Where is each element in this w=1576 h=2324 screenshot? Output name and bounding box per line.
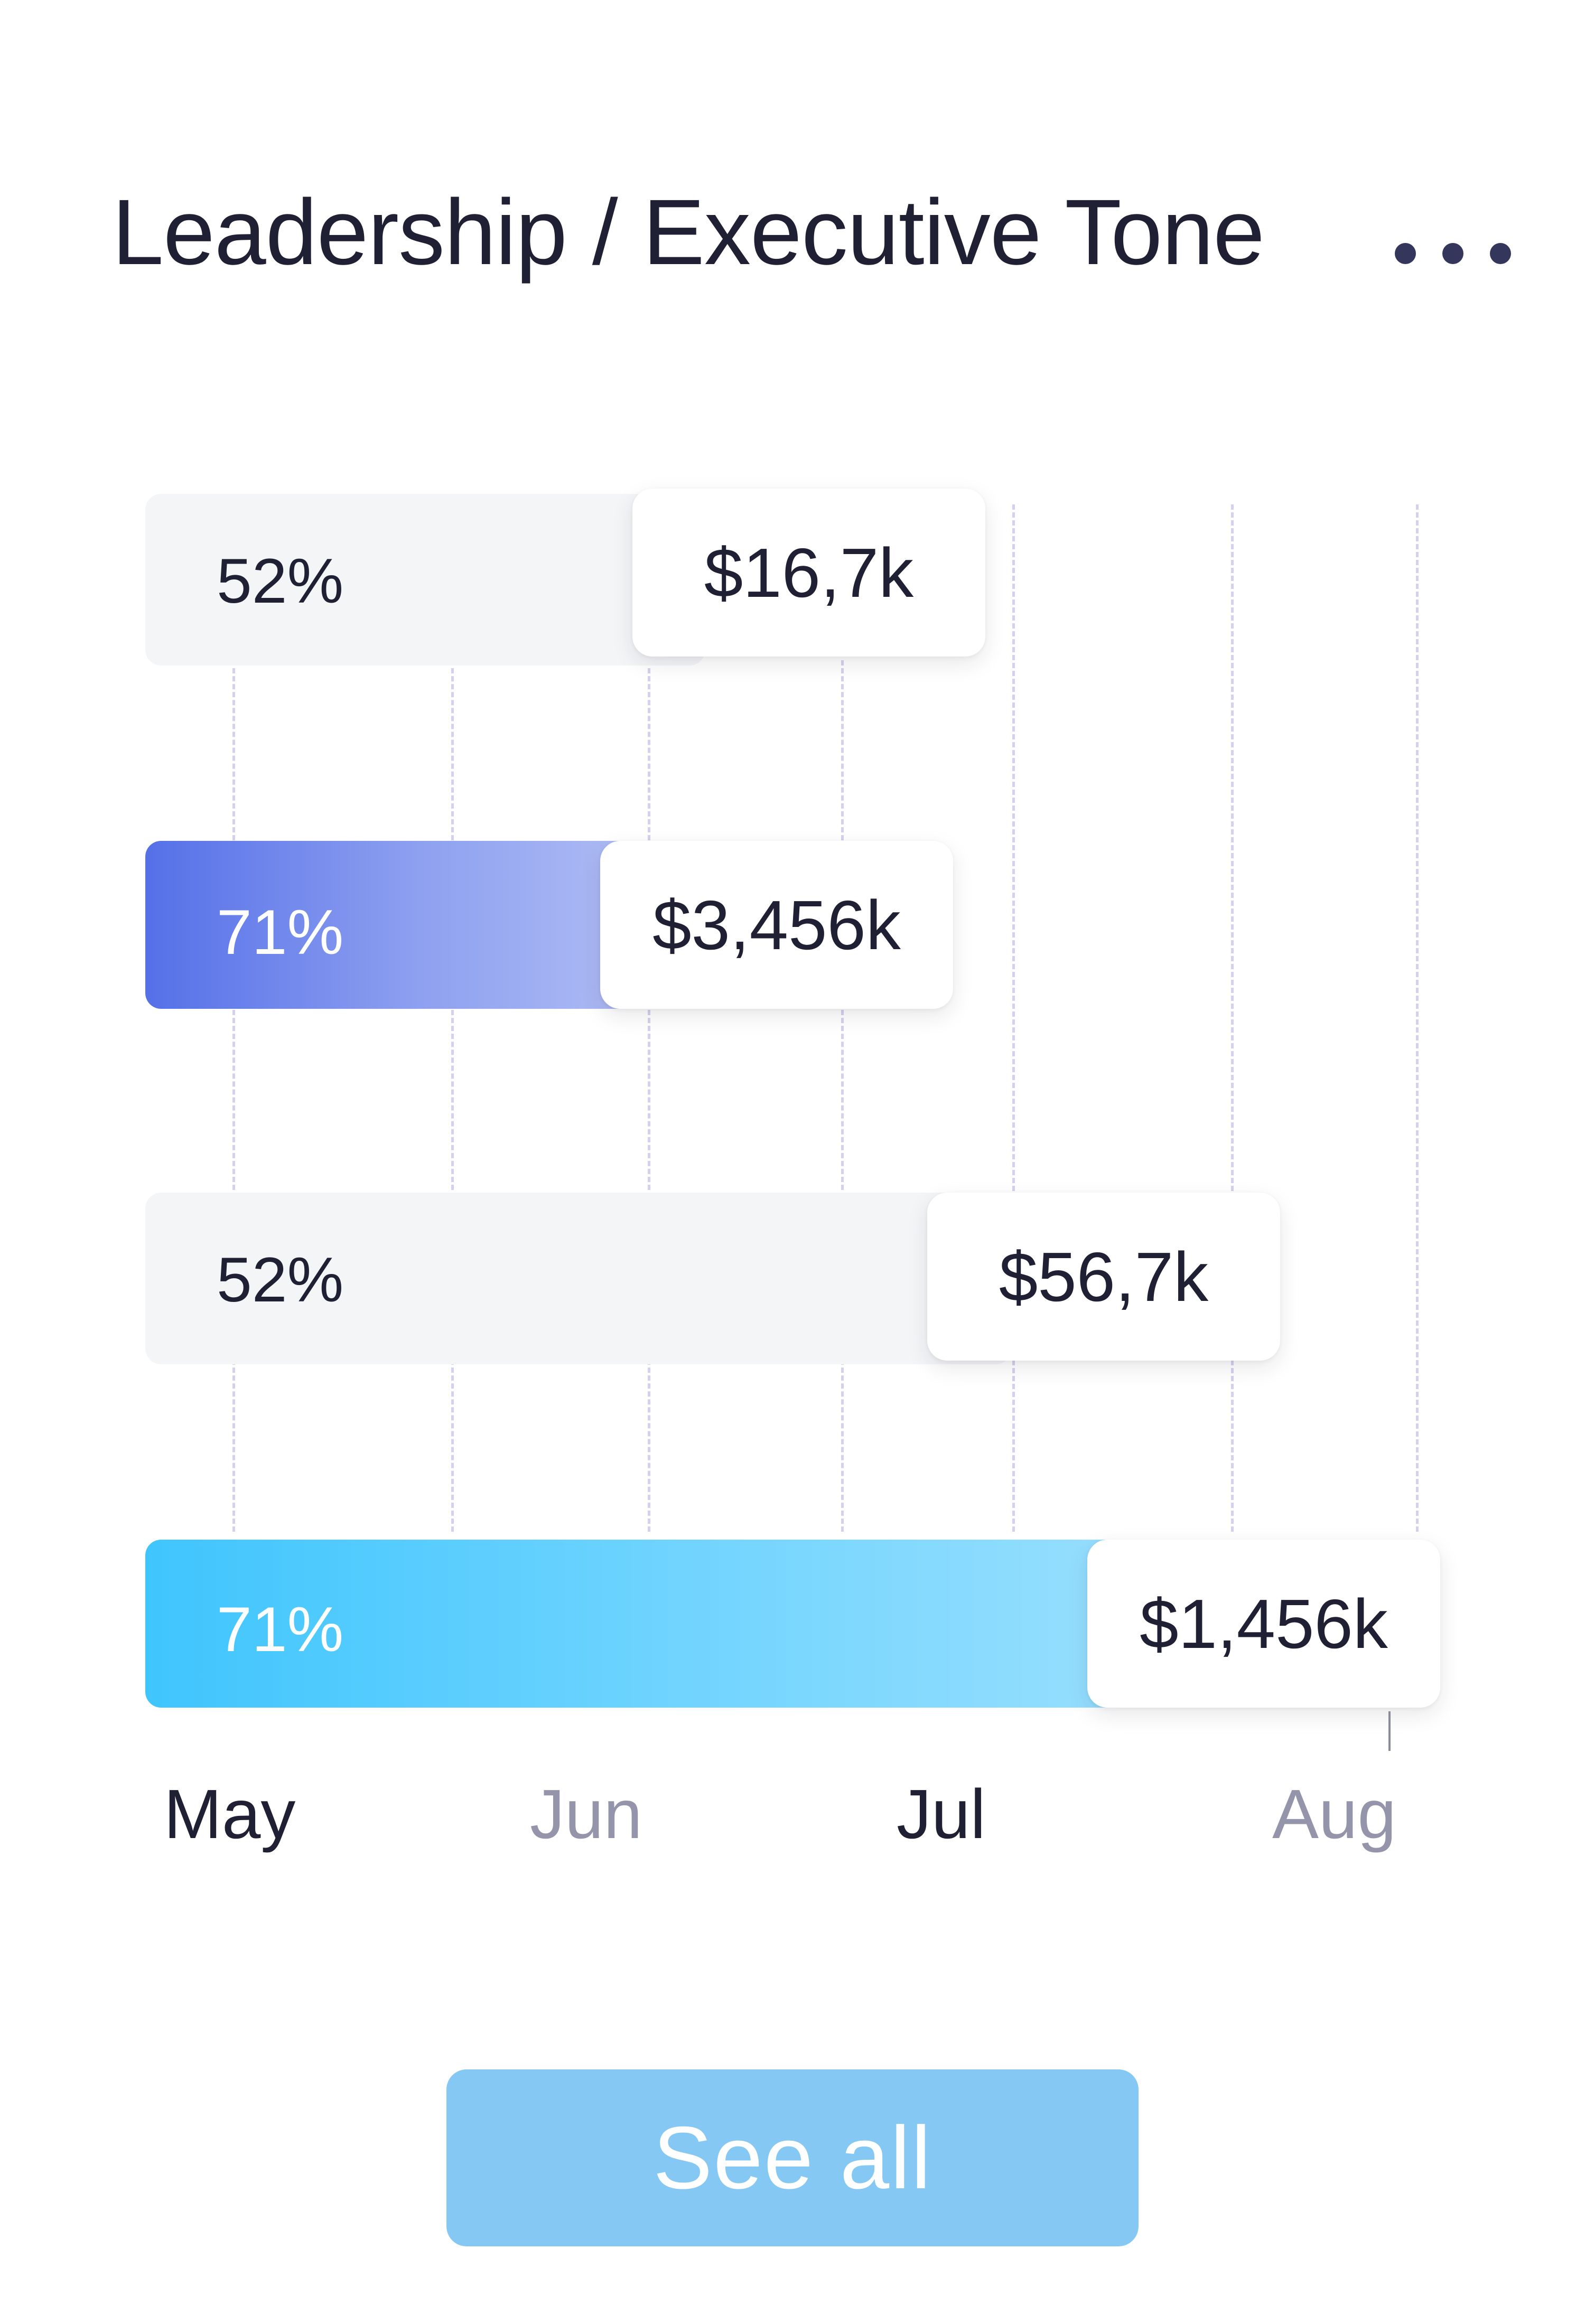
bar-percent-label: 71% bbox=[217, 1594, 344, 1665]
x-axis-label-jun: Jun bbox=[530, 1775, 642, 1853]
more-options-button[interactable] bbox=[1395, 224, 1511, 283]
x-axis-label-may: May bbox=[164, 1775, 296, 1853]
bar-value-card[interactable]: $1,456k bbox=[1087, 1540, 1440, 1708]
bar-value-card[interactable]: $16,7k bbox=[632, 489, 985, 657]
grid-line bbox=[1012, 504, 1015, 1532]
bar-track bbox=[145, 494, 705, 666]
grid-line bbox=[1231, 504, 1234, 1532]
grid-line bbox=[232, 660, 235, 1532]
bar-percent-label: 71% bbox=[217, 897, 344, 968]
bar-percent-label: 52% bbox=[217, 546, 344, 616]
grid-line bbox=[648, 660, 650, 1532]
grid-line bbox=[1416, 504, 1419, 1532]
more-horizontal-icon bbox=[1395, 243, 1416, 264]
axis-tick bbox=[1388, 1711, 1391, 1751]
more-horizontal-icon-dot bbox=[1490, 243, 1511, 264]
x-axis-label-jul: Jul bbox=[897, 1775, 986, 1853]
page-title: Leadership / Executive Tone bbox=[112, 181, 1265, 284]
see-all-button[interactable]: See all bbox=[446, 2069, 1139, 2246]
bar-percent-label: 52% bbox=[217, 1244, 344, 1315]
bar-value-card[interactable]: $3,456k bbox=[600, 841, 953, 1009]
grid-line bbox=[841, 660, 844, 1532]
grid-line bbox=[451, 660, 454, 1532]
bar-track bbox=[145, 1193, 1012, 1364]
x-axis-label-aug: Aug bbox=[1272, 1775, 1396, 1853]
bar-value-card[interactable]: $56,7k bbox=[927, 1193, 1280, 1361]
timeline-bar-chart: 52% $16,7k 71% $3,456k 52% $56,7k 71% $1… bbox=[145, 489, 1440, 1853]
more-horizontal-icon-dot bbox=[1442, 243, 1463, 264]
